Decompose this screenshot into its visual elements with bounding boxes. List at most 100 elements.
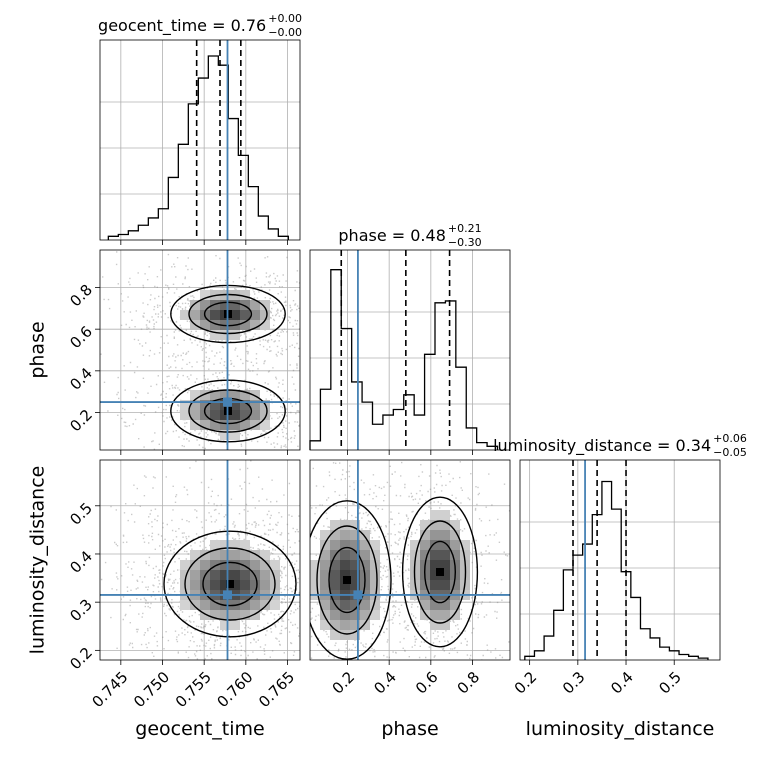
density-cell <box>180 410 190 420</box>
contour-1-2 <box>424 540 457 604</box>
density-cell <box>240 300 250 310</box>
density-cell <box>350 600 360 610</box>
contour-1-1 <box>413 520 467 624</box>
density-cell <box>440 580 450 590</box>
contour-peak <box>436 568 444 576</box>
density-cell <box>210 410 220 420</box>
density-cell <box>340 530 350 540</box>
density-cell <box>230 310 240 320</box>
density-cell <box>370 580 380 590</box>
density-cell <box>350 620 360 630</box>
density-cell <box>360 600 370 610</box>
density-cell <box>250 600 260 610</box>
panel-frame <box>309 459 511 661</box>
panel-frame <box>519 459 721 661</box>
title-main: geocent_time = 0.76 <box>98 16 266 36</box>
x-axis-label-luminosity_distance: luminosity_distance <box>526 718 715 740</box>
density-cell <box>210 420 220 430</box>
density-cell <box>330 520 340 530</box>
density-cell <box>350 580 360 590</box>
density-cell <box>190 400 200 410</box>
density-cell <box>440 530 450 540</box>
x-tick-label: 0.5 <box>655 668 685 698</box>
density-cell <box>200 600 210 610</box>
density-cell <box>220 330 230 340</box>
density-cell <box>450 520 460 530</box>
density-cell <box>330 540 340 550</box>
density-cell <box>230 410 240 420</box>
y-axis-label-luminosity_distance: luminosity_distance <box>27 466 49 655</box>
density-cell <box>180 560 190 570</box>
y-tick-label: 0.6 <box>66 322 96 352</box>
density-cell <box>430 610 440 620</box>
density-cell <box>430 620 440 630</box>
x-tick-label: 0.2 <box>329 668 359 698</box>
y-tick-label: 0.4 <box>66 364 96 394</box>
density-cell <box>210 330 220 340</box>
density-cell <box>240 540 250 550</box>
density-cell <box>430 570 440 580</box>
panel-title-phase: phase = 0.48 +0.21−0.30 <box>338 222 481 249</box>
density-cell <box>210 400 220 410</box>
density-cell <box>220 610 230 620</box>
density-cell <box>340 580 350 590</box>
density-cell <box>260 310 270 320</box>
density-cell <box>180 600 190 610</box>
density-cell <box>240 310 250 320</box>
density-cell <box>320 530 330 540</box>
density-cell <box>340 570 350 580</box>
density-cell <box>260 600 270 610</box>
density-cell <box>200 580 210 590</box>
density-cell <box>430 600 440 610</box>
density-cell <box>180 310 190 320</box>
density-cell <box>240 420 250 430</box>
density-cell <box>240 580 250 590</box>
density-cell <box>320 600 330 610</box>
title-main: phase = 0.48 <box>338 226 445 245</box>
density-geocent_time-phase <box>100 251 300 450</box>
density-cell <box>450 540 460 550</box>
x-tick-label: 0.8 <box>454 668 484 698</box>
density-cell <box>250 550 260 560</box>
density-cell <box>420 530 430 540</box>
density-cell <box>440 620 450 630</box>
density-cell <box>360 560 370 570</box>
density-cell <box>330 560 340 570</box>
density-cell <box>220 390 230 400</box>
panel-frame <box>309 249 511 451</box>
density-cell <box>270 600 280 610</box>
density-cell <box>200 610 210 620</box>
density-cell <box>440 540 450 550</box>
y-tick-label: 0.4 <box>66 547 96 577</box>
density-cell <box>270 560 280 570</box>
density-cell <box>450 550 460 560</box>
density-cell <box>180 400 190 410</box>
density-cell <box>430 550 440 560</box>
density-cell <box>200 560 210 570</box>
density-cell <box>240 610 250 620</box>
density-cell <box>350 550 360 560</box>
density-cell <box>220 430 230 440</box>
injection-marker <box>353 590 363 600</box>
x-tick-label: 0.745 <box>88 668 131 711</box>
density-cell <box>430 530 440 540</box>
density-cell <box>260 420 270 430</box>
density-cell <box>340 520 350 530</box>
title-minus: −0.05 <box>713 446 747 459</box>
y-tick-label: 0.2 <box>66 644 96 674</box>
density-cell <box>420 520 430 530</box>
density-cell <box>210 300 220 310</box>
contour-peak <box>226 580 234 588</box>
density-cell <box>190 570 200 580</box>
density-cell <box>190 550 200 560</box>
contours-geocent_time-luminosity_distance <box>163 530 297 638</box>
density-cell <box>230 550 240 560</box>
y-tick-label: 0.5 <box>66 499 96 529</box>
x-axis-label-phase: phase <box>381 718 438 740</box>
density-cell <box>420 550 430 560</box>
density-cell <box>360 540 370 550</box>
x-tick-label: 0.765 <box>255 668 298 711</box>
scatter-samples <box>100 460 300 660</box>
contour-0-1 <box>316 525 378 635</box>
